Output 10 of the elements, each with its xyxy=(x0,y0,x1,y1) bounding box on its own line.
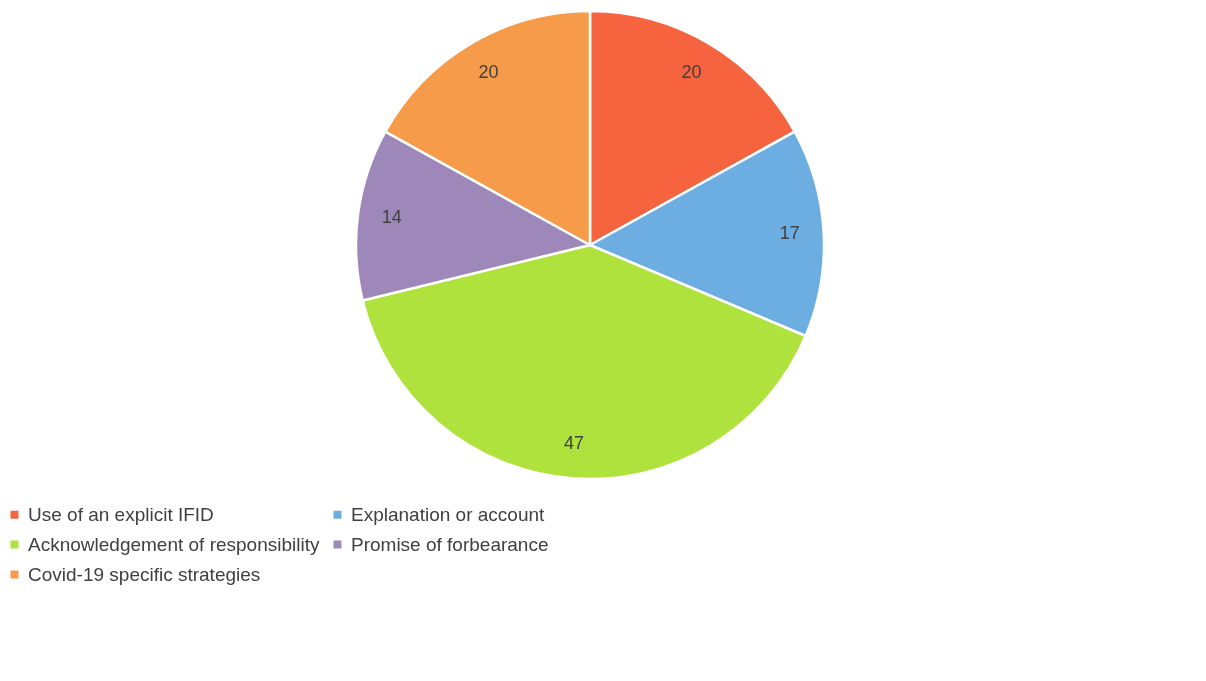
data-label: 20 xyxy=(681,61,702,82)
data-label: 47 xyxy=(564,433,585,454)
data-label: 14 xyxy=(381,207,402,228)
legend-label: Use of an explicit IFID xyxy=(28,503,214,525)
legend-label: Promise of forbearance xyxy=(351,533,549,555)
legend-label: Acknowledgement of responsibility xyxy=(28,533,320,555)
legend-label: Covid-19 specific strategies xyxy=(28,563,261,585)
legend-label: Explanation or account xyxy=(351,503,546,525)
data-label: 20 xyxy=(478,61,499,82)
data-label: 17 xyxy=(779,223,800,244)
